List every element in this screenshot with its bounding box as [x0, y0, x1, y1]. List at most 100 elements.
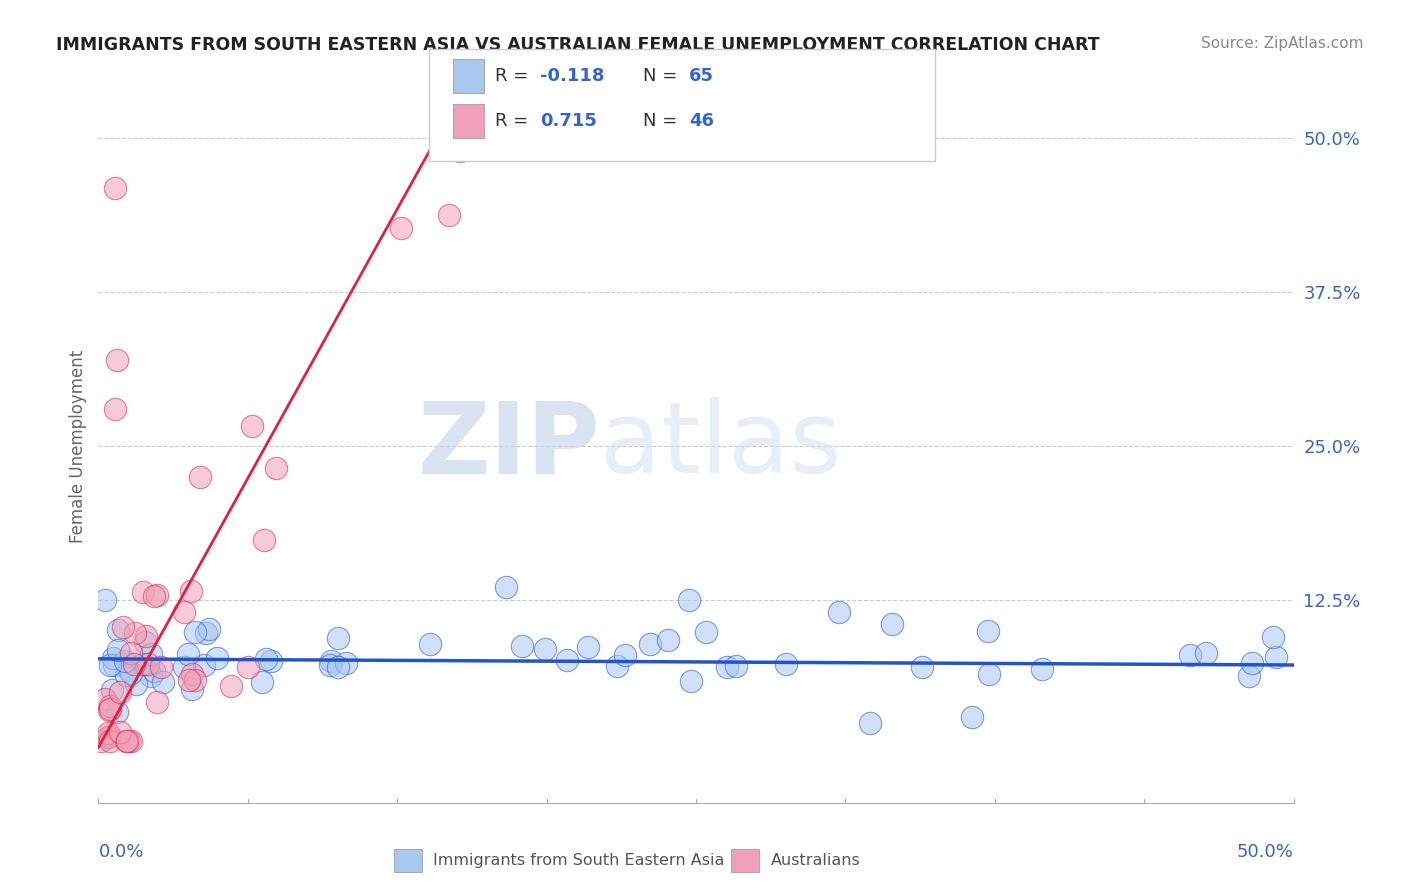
Point: [100, 682, 122, 697]
Point: [177, 647, 200, 661]
Text: Source: ZipAtlas.com: Source: ZipAtlas.com: [1201, 36, 1364, 51]
Point: [389, 220, 412, 235]
Point: [828, 605, 851, 619]
Point: [177, 673, 200, 687]
Point: [319, 657, 342, 672]
Point: [495, 581, 517, 595]
Point: [240, 419, 263, 434]
Point: [188, 470, 211, 484]
Point: [120, 734, 142, 748]
Point: [134, 635, 156, 649]
Point: [104, 180, 127, 194]
Point: [93, 692, 115, 706]
Point: [236, 660, 259, 674]
Point: [254, 651, 277, 665]
Point: [98, 729, 121, 743]
Point: [135, 629, 157, 643]
Point: [173, 660, 195, 674]
Point: [132, 657, 155, 671]
Point: [250, 674, 273, 689]
Point: [1237, 669, 1260, 683]
Point: [114, 655, 136, 669]
Point: [264, 461, 287, 475]
Point: [173, 605, 195, 619]
Text: 50.0%: 50.0%: [1237, 843, 1294, 861]
Point: [98, 734, 121, 748]
Point: [183, 673, 205, 687]
Point: [1031, 662, 1053, 676]
Point: [107, 623, 129, 637]
Point: [880, 617, 903, 632]
Point: [977, 624, 1000, 638]
Point: [437, 208, 460, 222]
Point: [198, 622, 221, 636]
Point: [501, 131, 523, 145]
Point: [576, 640, 599, 654]
Point: [319, 654, 342, 668]
Point: [1195, 646, 1218, 660]
Point: [107, 643, 129, 657]
Point: [149, 660, 172, 674]
Point: [96, 726, 118, 740]
Text: 0.715: 0.715: [540, 112, 596, 129]
Point: [335, 656, 357, 670]
Text: IMMIGRANTS FROM SOUTH EASTERN ASIA VS AUSTRALIAN FEMALE UNEMPLOYMENT CORRELATION: IMMIGRANTS FROM SOUTH EASTERN ASIA VS AU…: [56, 36, 1099, 54]
Point: [110, 685, 132, 699]
Point: [97, 730, 120, 744]
Point: [859, 715, 882, 730]
Point: [146, 588, 169, 602]
Text: N =: N =: [643, 112, 682, 129]
Point: [498, 131, 520, 145]
Point: [115, 734, 138, 748]
Point: [152, 674, 174, 689]
Point: [253, 533, 276, 547]
Point: [141, 648, 163, 662]
Point: [419, 637, 441, 651]
Text: 0.0%: 0.0%: [98, 843, 143, 861]
Point: [326, 659, 349, 673]
Text: Immigrants from South Eastern Asia: Immigrants from South Eastern Asia: [433, 854, 724, 868]
Point: [695, 625, 717, 640]
Point: [911, 659, 934, 673]
Point: [105, 705, 128, 719]
Point: [98, 702, 121, 716]
Point: [142, 589, 165, 603]
Point: [638, 637, 661, 651]
Point: [115, 734, 138, 748]
Point: [125, 677, 148, 691]
Point: [98, 658, 121, 673]
Text: ZIP: ZIP: [418, 398, 600, 494]
Point: [1178, 648, 1201, 662]
Point: [124, 626, 146, 640]
Point: [657, 632, 679, 647]
Point: [962, 709, 984, 723]
Point: [120, 646, 142, 660]
Point: [111, 620, 134, 634]
Point: [180, 584, 202, 599]
Text: N =: N =: [643, 67, 682, 85]
Point: [193, 657, 215, 672]
Point: [139, 668, 162, 682]
Text: -0.118: -0.118: [540, 67, 605, 85]
Point: [120, 666, 142, 681]
Point: [118, 663, 141, 677]
Point: [260, 654, 283, 668]
Point: [97, 703, 120, 717]
Point: [716, 660, 738, 674]
Text: 46: 46: [689, 112, 714, 129]
Point: [194, 626, 217, 640]
Point: [606, 659, 628, 673]
Point: [94, 592, 117, 607]
Point: [449, 144, 471, 158]
Point: [181, 682, 204, 697]
Text: atlas: atlas: [600, 398, 842, 494]
Point: [555, 653, 578, 667]
Point: [90, 734, 112, 748]
Point: [724, 658, 747, 673]
Point: [105, 352, 128, 367]
Point: [146, 695, 169, 709]
Point: [510, 639, 533, 653]
Point: [977, 666, 1000, 681]
Point: [180, 666, 202, 681]
Point: [122, 657, 145, 672]
